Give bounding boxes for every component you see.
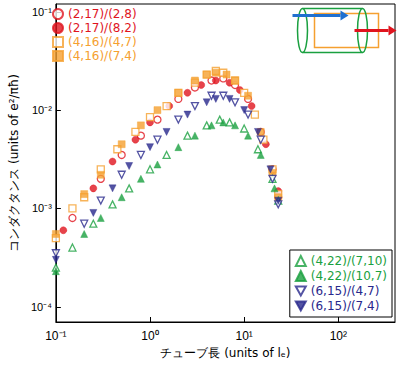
svg-text:10⁻³: 10⁻³	[32, 202, 52, 214]
svg-text:10⁻¹: 10⁻¹	[45, 329, 66, 343]
svg-text:(4,22)/(7,10): (4,22)/(7,10)	[311, 254, 387, 268]
svg-text:(2,17)/(8,2): (2,17)/(8,2)	[68, 21, 137, 35]
svg-text:(4,16)/(4,7): (4,16)/(4,7)	[68, 35, 137, 49]
svg-text:10¹: 10¹	[235, 329, 252, 343]
svg-text:10⁰: 10⁰	[141, 329, 158, 343]
svg-text:コンダクタンス (units of e²/πħ): コンダクタンス (units of e²/πħ)	[7, 74, 21, 252]
svg-text:10²: 10²	[330, 329, 347, 343]
svg-text:(6,15)/(7,4): (6,15)/(7,4)	[311, 299, 380, 313]
svg-text:チューブ長 (units of lₑ): チューブ長 (units of lₑ)	[160, 346, 290, 360]
svg-text:(4,22)/(10,7): (4,22)/(10,7)	[311, 269, 387, 283]
svg-text:10⁻¹: 10⁻¹	[32, 6, 52, 18]
svg-text:10⁻²: 10⁻²	[32, 104, 52, 116]
svg-text:(4,16)/(7,4): (4,16)/(7,4)	[68, 49, 137, 63]
svg-text:(6,15)/(4,7): (6,15)/(4,7)	[311, 284, 380, 298]
svg-text:10⁻⁴: 10⁻⁴	[31, 301, 52, 313]
svg-text:(2,17)/(2,8): (2,17)/(2,8)	[68, 7, 137, 21]
